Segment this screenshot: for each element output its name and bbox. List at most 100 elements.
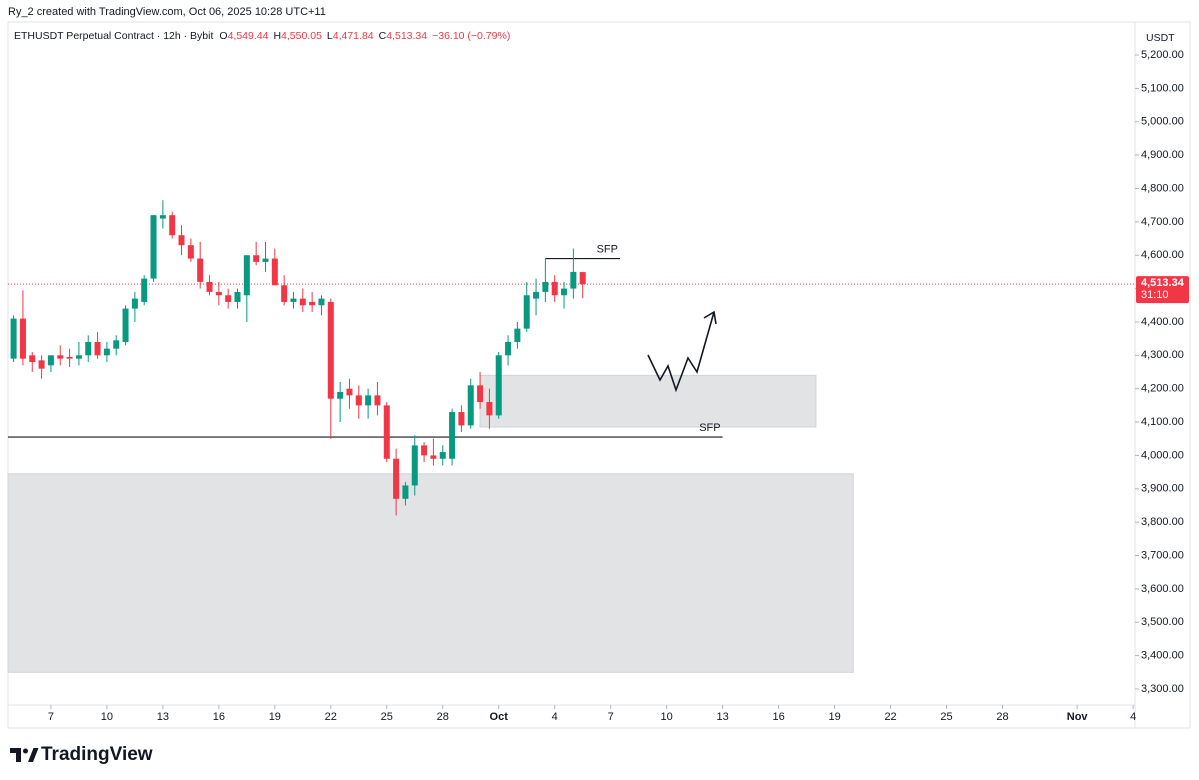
y-tick-label: 3,300.00 xyxy=(1141,683,1184,695)
level-label: SFP xyxy=(699,422,720,434)
candle-body xyxy=(271,258,278,286)
candle-body xyxy=(38,360,45,369)
x-tick-label: 16 xyxy=(213,711,225,723)
y-tick-label: 3,400.00 xyxy=(1141,650,1184,662)
candle-body xyxy=(94,341,101,356)
y-tick-label: 4,000.00 xyxy=(1141,449,1184,461)
y-tick-label: 3,600.00 xyxy=(1141,583,1184,595)
zone xyxy=(7,473,854,673)
candle-body xyxy=(290,298,297,302)
y-tick-label: 4,700.00 xyxy=(1141,216,1184,228)
legend-value: 4,549.44 xyxy=(228,30,269,42)
candle-body xyxy=(439,452,446,459)
candle-body xyxy=(467,385,474,426)
candle-body xyxy=(449,412,456,459)
candle-body xyxy=(57,355,64,359)
x-tick-label: 10 xyxy=(661,711,673,723)
x-tick-label: Oct xyxy=(490,711,509,723)
projection-arrow xyxy=(647,311,715,393)
plot: SFP SFP xyxy=(7,200,1135,673)
y-tick-label: 3,800.00 xyxy=(1141,516,1184,528)
candle-body xyxy=(141,278,148,302)
legend-key: O xyxy=(219,30,227,42)
candle-body xyxy=(337,392,344,399)
candle-body xyxy=(29,355,36,362)
candle-body xyxy=(253,255,260,262)
y-tick-label: 5,100.00 xyxy=(1141,82,1184,94)
candle-body xyxy=(514,328,521,342)
candle-body xyxy=(159,215,166,219)
legend-value: 4,513.34 xyxy=(386,30,427,42)
legend-key: L xyxy=(327,30,333,42)
x-tick-label: 4 xyxy=(552,711,558,723)
legend-value: 4,550.05 xyxy=(281,30,322,42)
candle-body xyxy=(327,301,334,399)
x-tick-label: 4 xyxy=(1130,711,1136,723)
candle-body xyxy=(66,356,73,359)
legend-value: 4,471.84 xyxy=(333,30,374,42)
candle-body xyxy=(542,281,549,292)
candle-body xyxy=(523,295,530,329)
y-tick-label: 4,800.00 xyxy=(1141,182,1184,194)
candle-body xyxy=(393,458,400,499)
x-tick-label: 22 xyxy=(884,711,896,723)
y-tick-label: 3,500.00 xyxy=(1141,616,1184,628)
candle-body xyxy=(243,255,250,296)
legend-key: H xyxy=(273,30,281,42)
arrow-head xyxy=(703,310,717,325)
x-tick-label: 19 xyxy=(269,711,281,723)
footer-brand: TradingView xyxy=(41,744,153,765)
candle-body xyxy=(281,285,288,302)
candle-body xyxy=(374,395,381,406)
x-tick-label: 13 xyxy=(157,711,169,723)
candle-body xyxy=(178,235,185,246)
zone xyxy=(479,374,817,428)
candle-body xyxy=(85,341,92,356)
candle-body xyxy=(309,301,316,306)
candle-body xyxy=(10,318,17,359)
y-tick-label: 4,100.00 xyxy=(1141,416,1184,428)
candle-body xyxy=(262,258,269,262)
candle-body xyxy=(47,355,54,366)
y-tick-label: 4,400.00 xyxy=(1141,316,1184,328)
countdown: 31:10 xyxy=(1141,289,1169,301)
chart-frame xyxy=(7,21,1191,729)
candle-body xyxy=(19,318,26,359)
candle-body xyxy=(365,395,372,406)
x-tick-label: Nov xyxy=(1067,711,1089,723)
legend-symbol: ETHUSDT Perpetual Contract · 12h · Bybit xyxy=(14,30,213,42)
x-tick-label: 28 xyxy=(996,711,1008,723)
y-tick-label: 3,900.00 xyxy=(1141,483,1184,495)
candle-body xyxy=(533,291,540,299)
candle-body xyxy=(131,298,138,309)
candle-body xyxy=(495,355,502,416)
candle-body xyxy=(477,385,484,403)
candle-body xyxy=(346,388,353,396)
candle-body xyxy=(206,281,213,292)
last-price-label: 4,513.34 xyxy=(1141,277,1185,289)
candle-body xyxy=(113,340,120,349)
candle-body xyxy=(561,288,568,296)
candle-body xyxy=(458,412,465,426)
credit: Ry_2 created with TradingView.com, Oct 0… xyxy=(8,6,326,18)
candle-body xyxy=(169,215,176,236)
candle-body xyxy=(103,348,110,356)
x-tick-label: 13 xyxy=(717,711,729,723)
candle-body xyxy=(122,308,129,342)
x-tick-label: 25 xyxy=(940,711,952,723)
candle-body xyxy=(234,291,241,302)
x-tick-label: 7 xyxy=(48,711,54,723)
candle-body xyxy=(505,341,512,356)
candle-body xyxy=(570,271,577,289)
x-tick-label: 19 xyxy=(828,711,840,723)
x-tick-label: 28 xyxy=(437,711,449,723)
last-price-badge xyxy=(1136,276,1189,304)
x-tick-label: 25 xyxy=(381,711,393,723)
x-tick-label: 7 xyxy=(608,711,614,723)
y-tick-label: 3,700.00 xyxy=(1141,549,1184,561)
candle-body xyxy=(579,272,586,285)
candle-body xyxy=(75,355,82,359)
legend: ETHUSDT Perpetual Contract · 12h · Bybit… xyxy=(14,30,510,42)
x-tick-label: 10 xyxy=(101,711,113,723)
